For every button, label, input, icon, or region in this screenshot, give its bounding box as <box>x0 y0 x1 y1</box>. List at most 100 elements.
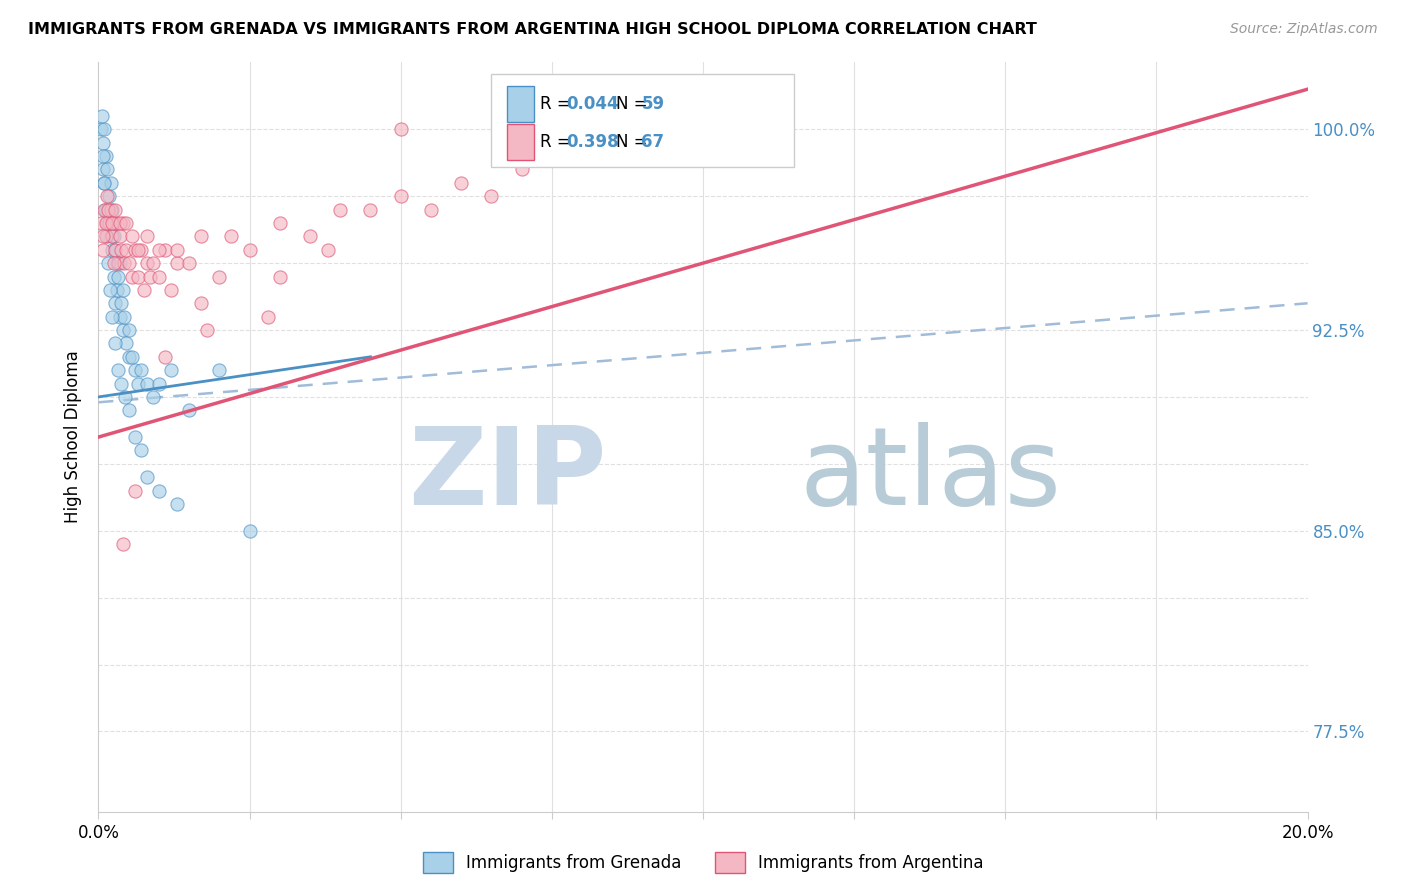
Point <box>104 243 127 257</box>
Point <box>127 376 149 391</box>
Text: R =: R = <box>540 95 576 113</box>
Point <box>118 323 141 337</box>
Point <box>148 376 170 391</box>
Point <box>98 189 121 203</box>
Point <box>127 269 149 284</box>
Point <box>118 403 141 417</box>
Point <box>110 296 132 310</box>
Point <box>91 109 114 123</box>
Text: Source: ZipAtlas.com: Source: ZipAtlas.com <box>1230 22 1378 37</box>
Point <box>510 162 533 177</box>
Point <box>104 243 127 257</box>
Point <box>269 269 291 284</box>
Point <box>124 363 146 377</box>
Point <box>105 216 128 230</box>
Point <box>93 176 115 190</box>
Point <box>142 390 165 404</box>
Point <box>299 229 322 244</box>
Point <box>96 189 118 203</box>
Point <box>360 202 382 217</box>
Point <box>91 243 114 257</box>
Point <box>129 363 152 377</box>
Point <box>239 524 262 538</box>
Point <box>107 256 129 270</box>
Point <box>112 310 135 324</box>
Point <box>94 149 117 163</box>
Point <box>142 256 165 270</box>
Point <box>114 243 136 257</box>
Point <box>239 243 262 257</box>
Point <box>103 216 125 230</box>
Point <box>118 350 141 364</box>
Point <box>160 283 183 297</box>
Point <box>105 283 128 297</box>
Point <box>90 216 112 230</box>
Point <box>107 269 129 284</box>
Text: 0.398: 0.398 <box>567 133 619 151</box>
Point <box>107 363 129 377</box>
Point <box>148 243 170 257</box>
Point <box>124 430 146 444</box>
Point <box>450 176 472 190</box>
Point <box>481 189 503 203</box>
Bar <box>508 87 534 122</box>
Text: IMMIGRANTS FROM GRENADA VS IMMIGRANTS FROM ARGENTINA HIGH SCHOOL DIPLOMA CORRELA: IMMIGRANTS FROM GRENADA VS IMMIGRANTS FR… <box>28 22 1038 37</box>
Text: N =: N = <box>616 133 652 151</box>
FancyBboxPatch shape <box>492 74 793 168</box>
Point <box>112 256 135 270</box>
Point <box>97 256 120 270</box>
Point <box>104 202 127 217</box>
Point <box>103 229 125 244</box>
Point <box>100 229 122 244</box>
Point <box>190 229 212 244</box>
Point <box>100 229 122 244</box>
Point <box>104 296 127 310</box>
Point <box>124 483 146 498</box>
Point <box>148 269 170 284</box>
Point <box>94 216 117 230</box>
Point <box>108 216 131 230</box>
Point <box>179 256 201 270</box>
Y-axis label: High School Diploma: High School Diploma <box>65 351 83 524</box>
Point <box>98 216 121 230</box>
Point <box>96 162 118 177</box>
Point <box>111 323 134 337</box>
Point <box>179 403 201 417</box>
Point <box>111 537 134 551</box>
Point <box>108 256 131 270</box>
Point <box>166 256 188 270</box>
Point <box>91 136 114 150</box>
Point <box>98 283 121 297</box>
Text: 0.044: 0.044 <box>567 95 619 113</box>
Point <box>269 216 291 230</box>
Point <box>692 82 714 96</box>
Bar <box>508 124 534 160</box>
Text: R =: R = <box>540 133 576 151</box>
Point <box>329 202 352 217</box>
Point <box>208 363 231 377</box>
Point <box>316 243 339 257</box>
Point <box>389 122 412 136</box>
Point <box>91 162 114 177</box>
Point <box>101 310 124 324</box>
Point <box>108 310 131 324</box>
Text: atlas: atlas <box>800 422 1062 527</box>
Point <box>121 269 143 284</box>
Point <box>118 256 141 270</box>
Text: 67: 67 <box>641 133 665 151</box>
Point <box>105 256 128 270</box>
Point <box>96 216 118 230</box>
Point <box>135 470 157 484</box>
Point <box>389 189 412 203</box>
Point <box>153 243 176 257</box>
Point <box>208 269 231 284</box>
Point <box>94 202 117 217</box>
Point <box>166 243 188 257</box>
Point <box>93 122 115 136</box>
Point <box>108 229 131 244</box>
Legend: Immigrants from Grenada, Immigrants from Argentina: Immigrants from Grenada, Immigrants from… <box>416 846 990 880</box>
Point <box>129 243 152 257</box>
Point <box>148 483 170 498</box>
Text: 59: 59 <box>641 95 665 113</box>
Point <box>100 202 122 217</box>
